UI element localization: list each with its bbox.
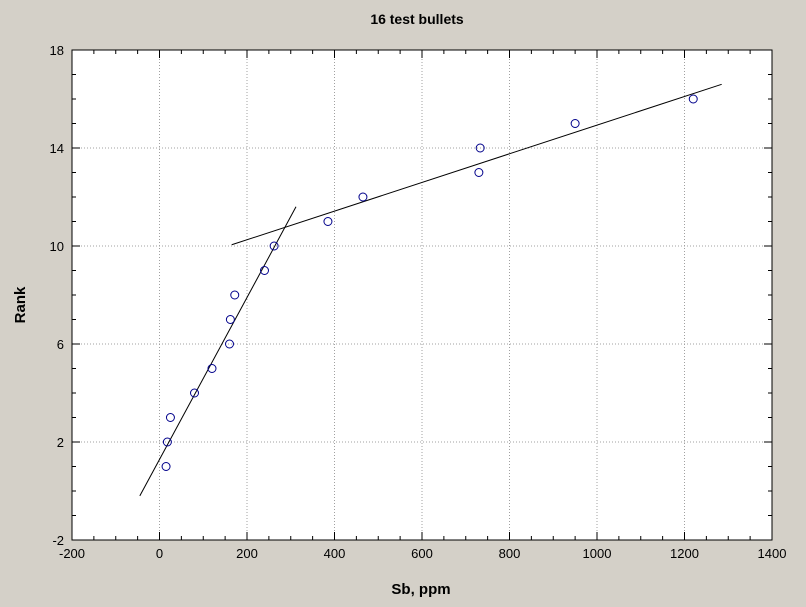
y-tick-label: 6 <box>57 337 64 352</box>
x-tick-label: 400 <box>324 546 346 561</box>
data-point <box>225 315 235 324</box>
y-axis-label: Rank <box>12 286 29 323</box>
data-point <box>225 339 234 349</box>
y-tick-label: 18 <box>50 43 64 58</box>
data-points <box>161 94 698 471</box>
y-tick-label: 2 <box>57 435 64 450</box>
x-tick-label: 600 <box>411 546 433 561</box>
x-tick-label: 200 <box>236 546 258 561</box>
data-point <box>358 192 368 202</box>
x-tick-label: 0 <box>156 546 163 561</box>
fit-lines <box>139 83 722 497</box>
y-tick-label: 10 <box>50 239 64 254</box>
x-tick-label: 1000 <box>583 546 612 561</box>
fit-line <box>139 206 297 497</box>
y-tick-label: -2 <box>52 533 64 548</box>
data-point <box>165 413 175 422</box>
x-tick-label: 800 <box>499 546 521 561</box>
data-point <box>474 168 484 177</box>
data-point <box>161 462 171 471</box>
plot-frame <box>71 49 773 541</box>
x-tick-label: 1200 <box>670 546 699 561</box>
x-tick-label: -200 <box>59 546 85 561</box>
x-tick-label: 1400 <box>758 546 787 561</box>
chart-title: 16 test bullets <box>370 11 464 27</box>
y-tick-label: 14 <box>50 141 64 156</box>
data-point <box>323 217 333 226</box>
plot-background <box>72 50 772 540</box>
data-point <box>207 364 217 373</box>
fit-line <box>231 83 722 246</box>
data-point <box>570 119 580 128</box>
data-point <box>688 94 698 104</box>
data-point <box>269 241 279 251</box>
data-point <box>162 437 172 447</box>
data-point <box>190 388 199 398</box>
data-point <box>260 266 269 275</box>
grid-lines <box>72 50 772 540</box>
data-point <box>230 290 240 300</box>
x-axis-label: Sb, ppm <box>391 581 450 598</box>
data-point <box>475 143 485 153</box>
